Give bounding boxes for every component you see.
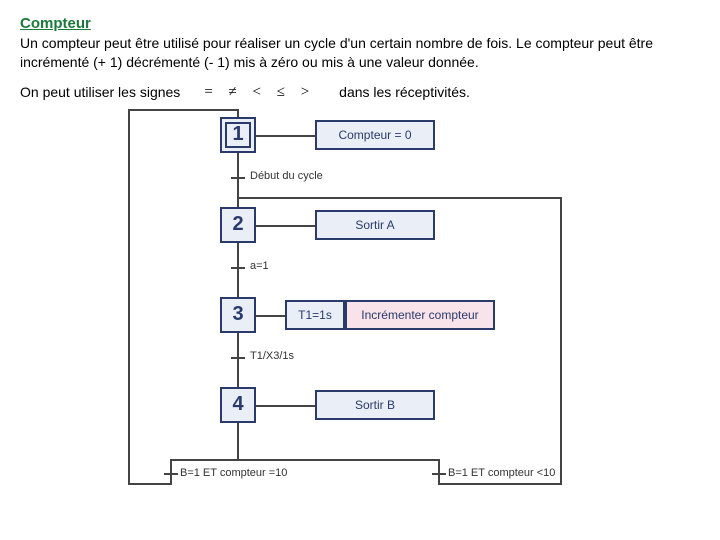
action-2: Sortir A [315, 210, 435, 240]
branch-crossbar [170, 459, 440, 461]
action-3b: Incrémenter compteur [345, 300, 495, 330]
loop-r-seg1 [438, 483, 562, 485]
grafcet-diagram: 1 2 3 4 Compteur = 0 Sortir A T1=1sIncrémenter… [110, 107, 610, 497]
action-connector-3 [256, 405, 315, 407]
loop-l-seg2 [128, 109, 130, 483]
loop-r-seg2 [560, 197, 562, 483]
transition-tick-2 [231, 357, 245, 359]
comparison-signs: = ≠ < ≤ > [190, 84, 329, 101]
transition-tick-0 [231, 177, 245, 179]
action-4: Sortir B [315, 390, 435, 420]
action-connector-0 [256, 135, 315, 137]
transition-label-0: Début du cycle [250, 170, 323, 182]
loop-l-seg1 [128, 483, 172, 485]
loop-r-seg3 [237, 197, 562, 199]
loop-r-seg0 [438, 473, 440, 483]
action-connector-2 [256, 315, 285, 317]
branch-right-drop [438, 459, 440, 473]
action-connector-1 [256, 225, 315, 227]
action-1: Compteur = 0 [315, 120, 435, 150]
step-3: 3 [220, 297, 256, 333]
branch-left-label: B=1 ET compteur =10 [180, 467, 287, 479]
transition-label-2: T1/X3/1s [250, 350, 294, 362]
branch-right-label: B=1 ET compteur <10 [448, 467, 555, 479]
loop-l-seg3 [128, 109, 238, 111]
signs-row: On peut utiliser les signes = ≠ < ≤ > da… [20, 84, 700, 101]
loop-l-seg0 [170, 473, 172, 483]
section-title: Compteur [20, 15, 700, 32]
branch-left-drop [170, 459, 172, 473]
signs-after-text: dans les réceptivités. [339, 84, 470, 100]
transition-label-1: a=1 [250, 260, 269, 272]
step-1: 1 [220, 117, 256, 153]
step-4: 4 [220, 387, 256, 423]
signs-before-text: On peut utiliser les signes [20, 84, 180, 100]
step-2: 2 [220, 207, 256, 243]
transition-tick-1 [231, 267, 245, 269]
action-3: T1=1s [285, 300, 345, 330]
intro-paragraph: Un compteur peut être utilisé pour réali… [20, 34, 700, 72]
